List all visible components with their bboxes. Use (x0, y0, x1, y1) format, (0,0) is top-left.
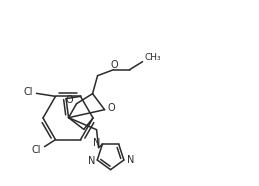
Text: O: O (66, 95, 74, 105)
Text: O: O (111, 60, 118, 70)
Text: O: O (107, 103, 115, 113)
Text: N: N (127, 155, 134, 165)
Text: CH₃: CH₃ (145, 53, 161, 62)
Text: Cl: Cl (23, 87, 32, 97)
Text: Cl: Cl (31, 145, 40, 155)
Text: N: N (93, 138, 100, 148)
Text: N: N (88, 156, 95, 166)
